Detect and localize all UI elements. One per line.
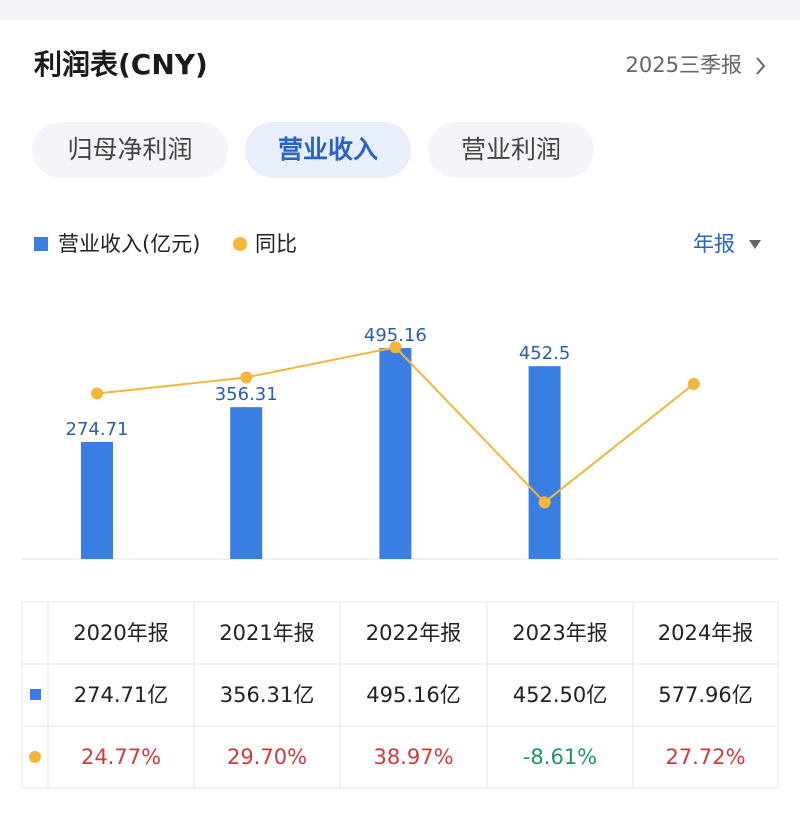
line-point	[538, 496, 551, 509]
line-point	[687, 377, 700, 390]
table-header: 2023年报	[512, 621, 607, 645]
table-cell: 356.31亿	[220, 683, 314, 707]
bar-value-label: 495.16	[364, 325, 427, 346]
tab-bg[interactable]	[245, 122, 411, 178]
tab-bg[interactable]	[428, 122, 594, 178]
table-cell: 274.71亿	[74, 683, 168, 707]
legend-label: 同比	[255, 232, 297, 256]
tab[interactable]: 营业收入	[278, 135, 378, 164]
tab[interactable]: 归母净利润	[67, 135, 192, 164]
line-point	[240, 371, 253, 384]
bar	[528, 366, 561, 559]
line-point	[389, 341, 402, 354]
table-cell: 495.16亿	[366, 683, 460, 707]
period-select[interactable]: 年报	[693, 232, 735, 256]
tab-bg[interactable]	[32, 122, 228, 178]
row-icon	[29, 751, 41, 763]
table-cell: 24.77%	[81, 745, 161, 769]
bar-value-label: 356.31	[215, 384, 278, 405]
bar-value-label: 452.5	[519, 343, 571, 364]
bar	[230, 407, 263, 559]
table-cell: 577.96亿	[658, 683, 752, 707]
chevron	[756, 57, 766, 75]
legend-label: 营业收入(亿元)	[58, 232, 200, 256]
top-strip	[0, 0, 800, 20]
legend-swatch	[34, 237, 48, 251]
legend-swatch	[233, 237, 247, 251]
bar	[81, 441, 113, 559]
table-header: 2024年报	[658, 621, 753, 645]
table-cell: -8.61%	[523, 745, 597, 769]
card-title: 利润表(CNY)	[34, 48, 208, 81]
bar-value-label: 274.71	[66, 419, 129, 440]
table-cell: 29.70%	[227, 745, 307, 769]
table-cell: 452.50亿	[513, 683, 607, 707]
table-header: 2022年报	[366, 621, 461, 645]
table-cell: 38.97%	[373, 745, 453, 769]
row-icon	[30, 689, 41, 700]
dropdown-arrow	[749, 240, 761, 249]
line-point	[91, 387, 103, 400]
bar	[379, 347, 412, 559]
table-header: 2020年报	[73, 621, 168, 645]
table-header: 2021年报	[219, 621, 314, 645]
table-cell: 27.72%	[665, 745, 745, 769]
tab[interactable]: 营业利润	[461, 135, 561, 164]
period-link[interactable]: 2025三季报	[626, 53, 742, 77]
